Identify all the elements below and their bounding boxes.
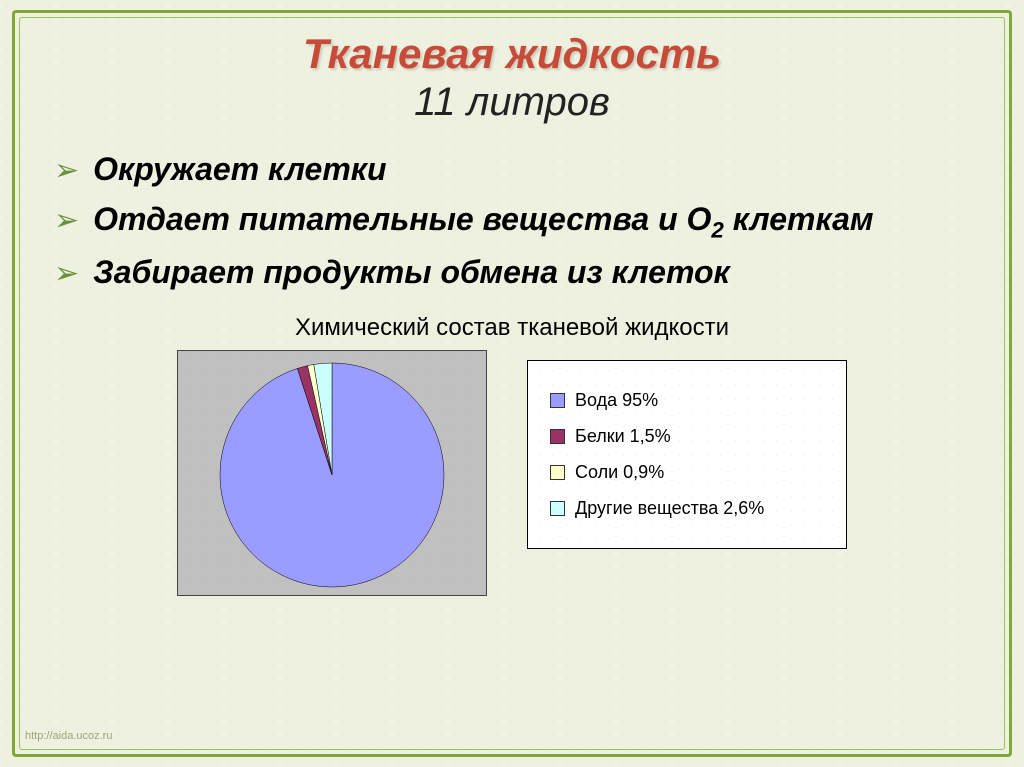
legend-swatch	[550, 429, 565, 444]
pie-chart-box	[177, 350, 487, 596]
legend-swatch	[550, 393, 565, 408]
bullet-marker-icon: ➢	[54, 151, 79, 191]
bullet-marker-icon: ➢	[54, 254, 79, 294]
chart-row: Вода 95% Белки 1,5% Соли 0,9% Другие вещест…	[0, 350, 1024, 596]
pie-chart	[178, 351, 486, 595]
legend-label: Белки 1,5%	[575, 426, 671, 447]
legend-item: Другие вещества 2,6%	[550, 498, 824, 519]
legend-swatch	[550, 501, 565, 516]
legend-label: Другие вещества 2,6%	[575, 498, 764, 519]
legend-label: Соли 0,9%	[575, 462, 664, 483]
slide-title: Тканевая жидкость	[0, 30, 1024, 78]
chart-title: Химический состав тканевой жидкости	[0, 314, 1024, 342]
legend-box: Вода 95% Белки 1,5% Соли 0,9% Другие вещест…	[527, 360, 847, 549]
bullet-item: ➢ Отдает питательные вещества и О2 клетка…	[54, 199, 970, 244]
bullet-marker-icon: ➢	[54, 201, 79, 241]
legend-item: Соли 0,9%	[550, 462, 824, 483]
subscript: 2	[711, 217, 723, 242]
bullet-text: Отдает питательные вещества и О2 клеткам	[93, 199, 873, 244]
bullet-item: ➢ Окружает клетки	[54, 149, 970, 191]
bullet-text: Забирает продукты обмена из клеток	[93, 252, 730, 292]
title-block: Тканевая жидкость 11 литров	[0, 0, 1024, 125]
bullet-text: Окружает клетки	[93, 149, 386, 189]
slide-subtitle: 11 литров	[0, 80, 1024, 125]
bullet-list: ➢ Окружает клетки ➢ Отдает питательные веще…	[54, 149, 970, 294]
legend-item: Белки 1,5%	[550, 426, 824, 447]
legend-label: Вода 95%	[575, 390, 658, 411]
footer-link: http://aida.ucoz.ru	[25, 730, 112, 742]
bullet-item: ➢ Забирает продукты обмена из клеток	[54, 252, 970, 294]
slide: Тканевая жидкость 11 литров ➢ Окружает кл…	[0, 0, 1024, 767]
legend-swatch	[550, 465, 565, 480]
legend-item: Вода 95%	[550, 390, 824, 411]
chart-area: Химический состав тканевой жидкости Вода…	[0, 314, 1024, 596]
